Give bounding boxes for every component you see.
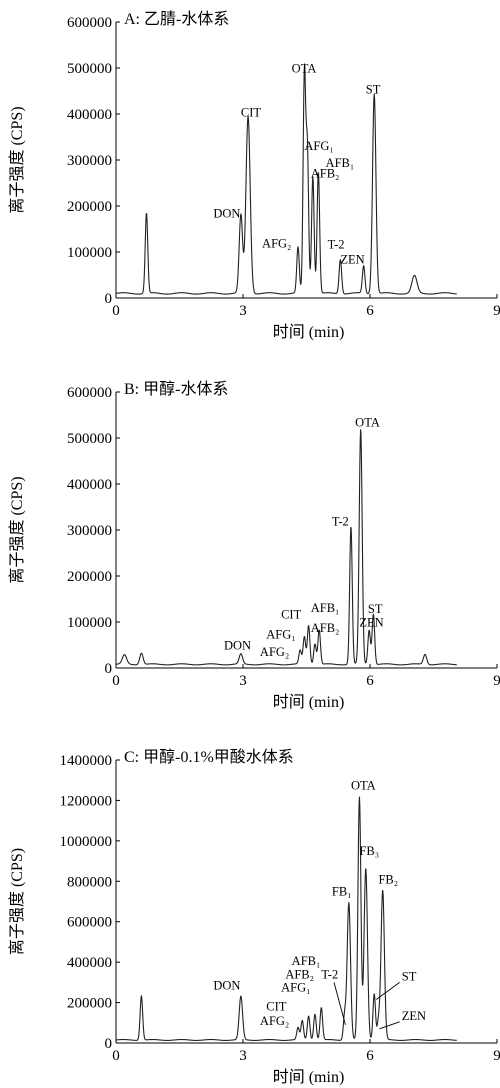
peak-label: FB₂ bbox=[378, 872, 398, 886]
chromatogram-trace bbox=[115, 63, 457, 295]
panel-title: C: 甲醇-0.1%甲酸水体系 bbox=[124, 748, 294, 766]
peak-label: CIT bbox=[241, 105, 262, 119]
x-tick-label: 0 bbox=[112, 1048, 120, 1064]
x-tick-label: 9 bbox=[493, 673, 500, 689]
y-axis-title: 离子强度 (CPS) bbox=[8, 848, 26, 955]
x-tick-label: 0 bbox=[112, 673, 120, 689]
y-tick-label: 400000 bbox=[67, 107, 112, 123]
x-axis-title: 时间 (min) bbox=[273, 693, 345, 711]
peak-label: ZEN bbox=[402, 1009, 426, 1023]
leader-line bbox=[376, 981, 400, 1000]
y-tick-label: 600000 bbox=[67, 915, 112, 931]
peak-label: FB₁ bbox=[332, 884, 352, 898]
peak-label: ST bbox=[366, 82, 381, 96]
y-axis-title: 离子强度 (CPS) bbox=[8, 476, 26, 583]
y-tick-label: 1000000 bbox=[60, 834, 113, 850]
peak-label: AFB₁ bbox=[292, 954, 321, 968]
y-tick-label: 500000 bbox=[67, 61, 112, 77]
peak-label: T-2 bbox=[328, 237, 345, 251]
y-tick-label: 0 bbox=[105, 661, 113, 677]
peak-label: ST bbox=[402, 969, 417, 983]
peak-label: DON bbox=[224, 639, 251, 653]
y-tick-label: 400000 bbox=[67, 477, 112, 493]
y-tick-label: 800000 bbox=[67, 874, 112, 890]
panel-title: A: 乙腈-水体系 bbox=[124, 10, 229, 28]
leader-line bbox=[333, 982, 346, 1025]
x-tick-label: 3 bbox=[239, 673, 247, 689]
chart-panel-2: 0 200000 400000 600000 800000 1000000 1200000 1… bbox=[8, 748, 500, 1086]
y-tick-label: 500000 bbox=[67, 431, 112, 447]
peak-label: OTA bbox=[351, 778, 376, 792]
y-tick-label: 200000 bbox=[67, 996, 112, 1012]
peak-label: AFG₂ bbox=[262, 236, 291, 250]
x-tick-label: 0 bbox=[112, 303, 120, 319]
y-tick-label: 0 bbox=[105, 291, 113, 307]
peak-label: OTA bbox=[292, 62, 317, 76]
peak-label: AFG₂ bbox=[260, 645, 289, 659]
chart-panel-0: 0 100000 200000 300000 400000 500000 600000 0 3 6… bbox=[8, 10, 500, 341]
peak-label: AFG₁ bbox=[266, 628, 295, 642]
x-axis-title: 时间 (min) bbox=[273, 1068, 345, 1086]
y-tick-label: 600000 bbox=[67, 385, 112, 401]
chromatogram-trace bbox=[115, 429, 457, 666]
y-tick-label: 200000 bbox=[67, 199, 112, 215]
peak-label: AFB₂ bbox=[311, 621, 340, 635]
peak-label: AFB₂ bbox=[311, 166, 340, 180]
x-tick-label: 6 bbox=[366, 303, 374, 319]
peak-label: AFB₁ bbox=[326, 156, 355, 170]
y-tick-label: 1400000 bbox=[60, 753, 113, 769]
peak-label: ZEN bbox=[359, 616, 383, 630]
x-tick-label: 6 bbox=[366, 673, 374, 689]
peak-label: DON bbox=[213, 978, 240, 992]
peak-label: DON bbox=[213, 207, 240, 221]
panel-title: B: 甲醇-水体系 bbox=[124, 380, 228, 398]
peak-label: FB₃ bbox=[359, 844, 379, 858]
x-tick-label: 6 bbox=[366, 1048, 374, 1064]
y-tick-label: 300000 bbox=[67, 153, 112, 169]
chromatogram-trace bbox=[115, 796, 457, 1041]
x-tick-label: 9 bbox=[493, 303, 500, 319]
x-tick-label: 9 bbox=[493, 1048, 500, 1064]
y-tick-label: 100000 bbox=[67, 245, 112, 261]
peak-label: CIT bbox=[281, 607, 302, 621]
peak-label: T-2 bbox=[332, 514, 349, 528]
peak-label: AFG₂ bbox=[260, 1014, 289, 1028]
x-axis-title: 时间 (min) bbox=[273, 323, 345, 341]
y-tick-label: 0 bbox=[105, 1036, 113, 1052]
peak-label: CIT bbox=[266, 1000, 287, 1014]
peak-label: ZEN bbox=[340, 253, 364, 267]
y-axis-title: 离子强度 (CPS) bbox=[8, 106, 26, 213]
leader-line bbox=[379, 1021, 400, 1030]
x-tick-label: 3 bbox=[239, 1048, 247, 1064]
y-tick-label: 600000 bbox=[67, 15, 112, 31]
y-tick-label: 100000 bbox=[67, 615, 112, 631]
y-tick-label: 400000 bbox=[67, 955, 112, 971]
y-tick-label: 1200000 bbox=[60, 793, 113, 809]
y-tick-label: 300000 bbox=[67, 523, 112, 539]
x-tick-label: 3 bbox=[239, 303, 247, 319]
chart-panel-1: 0 100000 200000 300000 400000 500000 600000 0 3 6… bbox=[8, 380, 500, 711]
peak-label: OTA bbox=[355, 416, 380, 430]
peak-label: ST bbox=[368, 602, 383, 616]
peak-label: AFB₂ bbox=[285, 967, 314, 981]
peak-label: AFG₁ bbox=[281, 980, 310, 994]
peak-label: AFG₁ bbox=[304, 139, 333, 153]
peak-label: AFB₁ bbox=[311, 601, 340, 615]
y-tick-label: 200000 bbox=[67, 569, 112, 585]
peak-label: T-2 bbox=[321, 967, 338, 981]
